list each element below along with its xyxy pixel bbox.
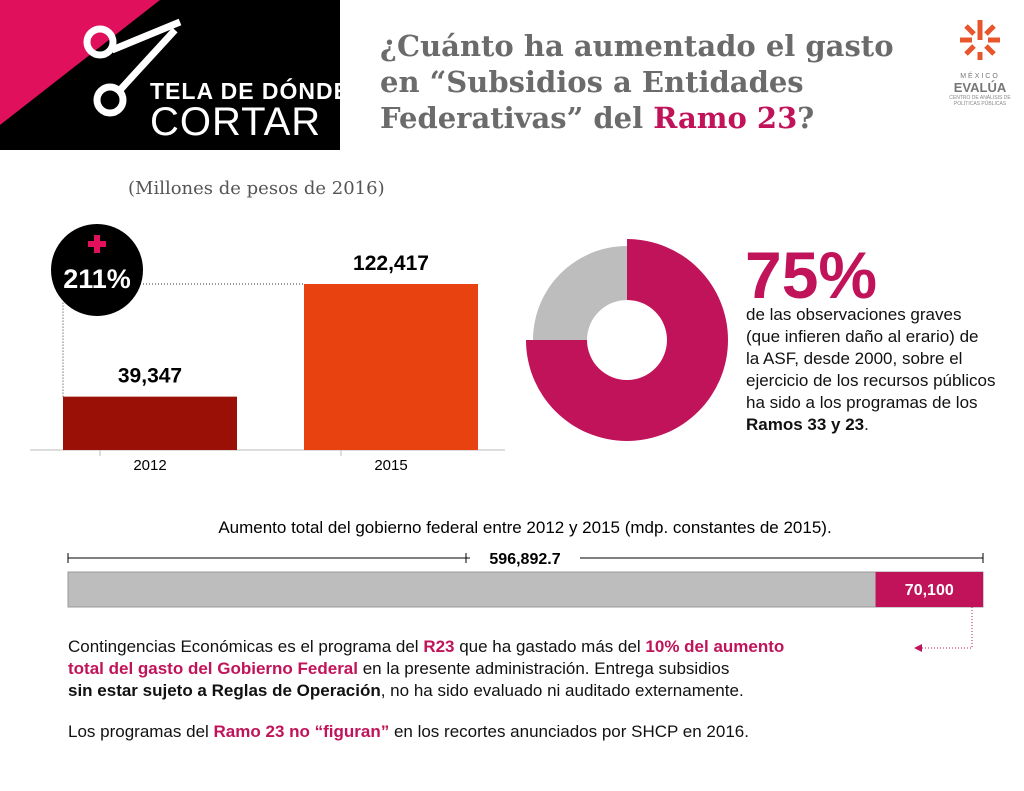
scissors-icon <box>83 18 182 117</box>
note-run: Ramo 23 no “figuran” <box>213 722 390 741</box>
bar <box>304 284 478 450</box>
logo-line2: CORTAR <box>150 100 322 144</box>
value-label: 122,417 <box>353 252 429 275</box>
bar <box>63 396 237 450</box>
note-run: , no ha sido evaluado ni auditado extern… <box>380 681 744 700</box>
segment <box>875 572 983 607</box>
note-run: R23 <box>423 637 455 656</box>
title-end: ? <box>797 101 815 135</box>
note-run: sin estar sujeto a Reglas de Operación <box>68 681 381 700</box>
note-run: Contingencias Económicas es el programa … <box>68 637 424 656</box>
change-label: 211% <box>63 264 131 294</box>
donut-description: de las observaciones graves (que infiere… <box>746 304 996 436</box>
x-tick-label: 2012 <box>133 457 166 474</box>
note-run: que ha gastado más del <box>454 637 646 656</box>
big-percent: 75% <box>745 238 877 312</box>
desc-text: de las observaciones graves (que infiere… <box>746 305 996 412</box>
segment-label: 70,100 <box>905 582 954 599</box>
desc-end: . <box>864 415 869 434</box>
title: ¿Cuánto ha aumentado el gasto en “Subsid… <box>380 28 900 136</box>
note-run: Los programas del <box>68 722 214 741</box>
donut-slice <box>526 239 728 441</box>
connector <box>62 283 304 397</box>
plus-icon <box>88 235 106 253</box>
org-tagline: CENTRO DE ANÁLISIS DE POLÍTICAS PÚBLICAS <box>949 95 1011 107</box>
bar-subtitle: (Millones de pesos de 2016) <box>128 178 385 199</box>
x-tick-label: 2015 <box>374 457 407 474</box>
logo-line1: TELA DE DÓNDE <box>150 78 350 104</box>
title-text: ¿Cuánto ha aumentado el gasto en “Subsid… <box>380 29 894 135</box>
total-label: 596,892.7 <box>489 551 560 568</box>
note-run: en los recortes anunciados por SHCP en 2… <box>389 722 749 741</box>
org-country: MÉXICO <box>960 71 1000 80</box>
title-highlight: Ramo 23 <box>653 101 798 135</box>
note-run: 10% del aumento <box>645 637 785 656</box>
org-icon <box>960 20 1000 60</box>
total-bar <box>67 571 984 608</box>
note-2: Los programas del Ramo 23 no “figuran” e… <box>68 721 968 743</box>
stack-title: Aumento total del gobierno federal entre… <box>218 518 831 537</box>
note-run: total del gasto del Gobierno Federal <box>68 659 358 678</box>
note-run: en la presente administración. Entrega s… <box>358 659 730 678</box>
value-label: 39,347 <box>118 365 182 388</box>
change-badge <box>51 224 143 316</box>
org-name: EVALÚA <box>954 80 1007 95</box>
logo-accent <box>0 0 160 125</box>
donut-slice <box>533 246 627 340</box>
pointer-head <box>914 644 922 652</box>
total-label-bg <box>470 549 580 567</box>
note-1: Contingencias Económicas es el programa … <box>68 636 968 702</box>
desc-bold: Ramos 33 y 23 <box>746 415 865 434</box>
